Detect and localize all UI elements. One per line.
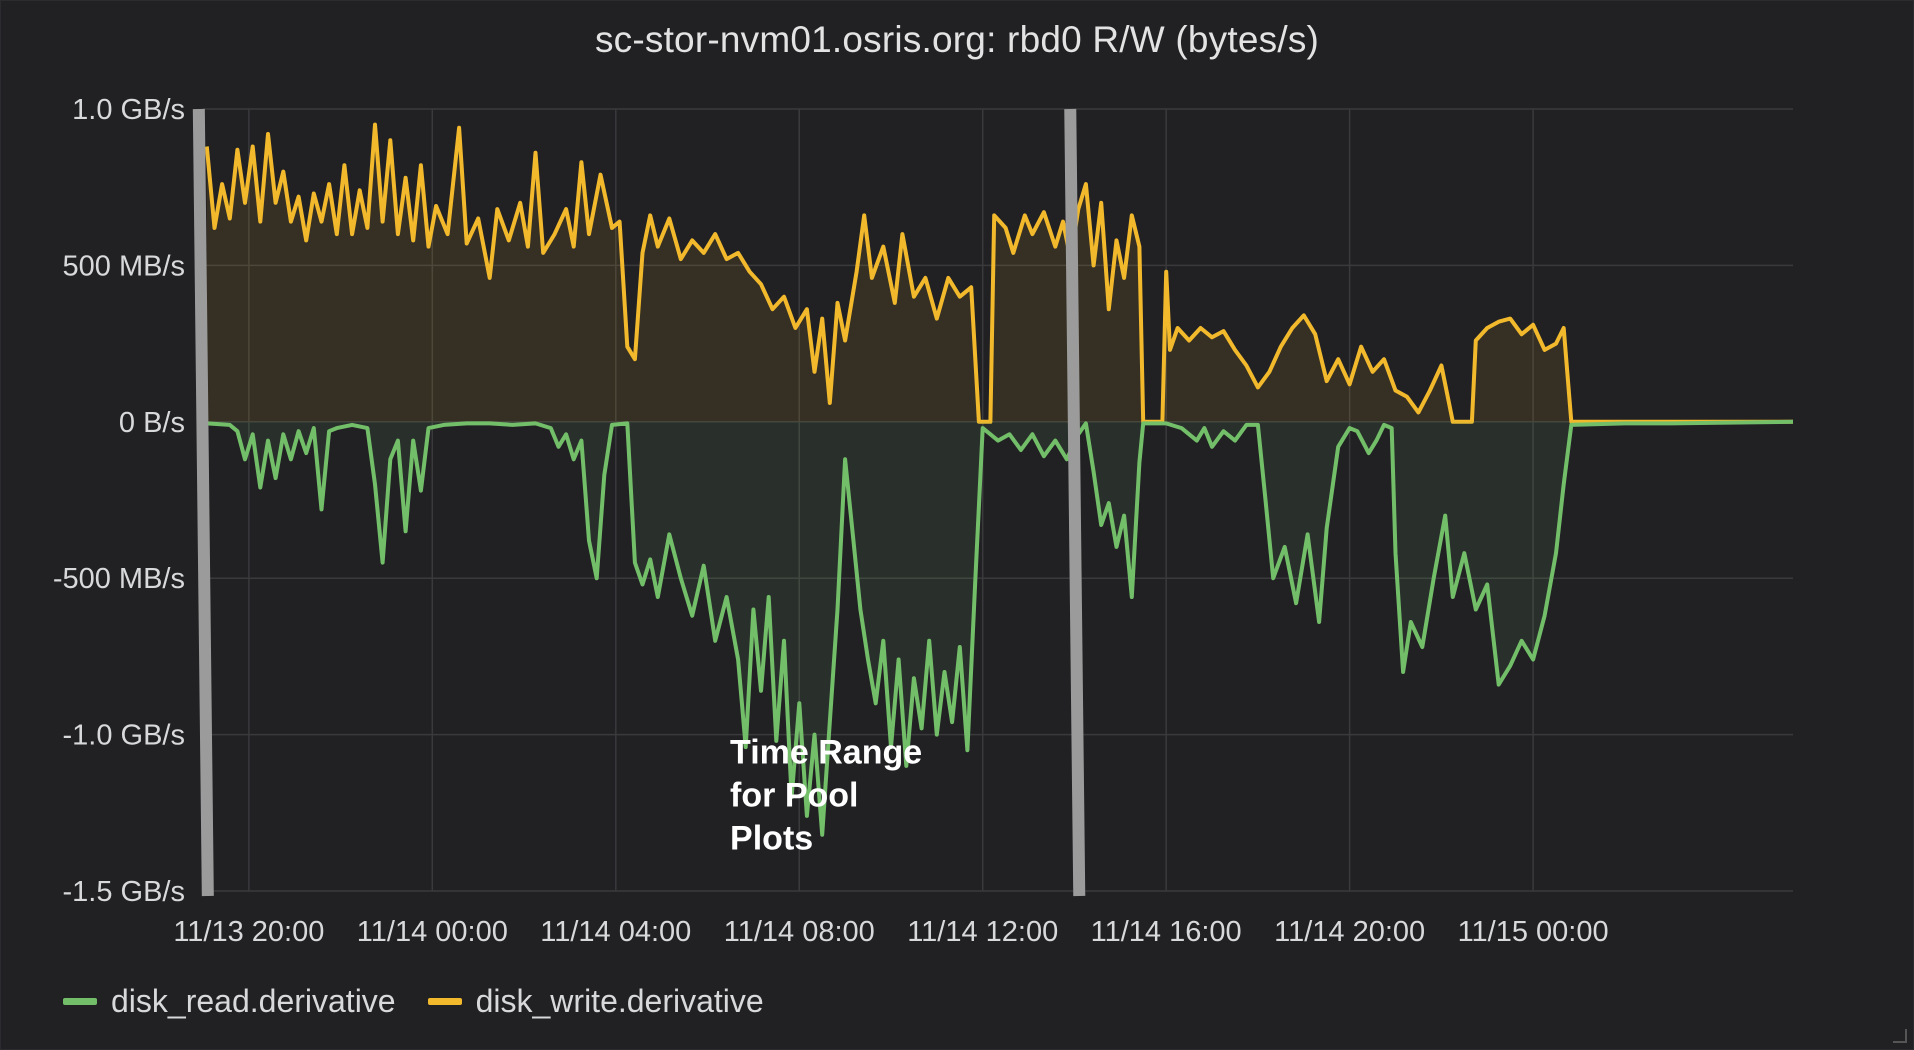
legend-item-write[interactable]: disk_write.derivative	[427, 983, 764, 1020]
y-tick-label: -1.5 GB/s	[63, 876, 186, 908]
y-tick-label: 1.0 GB/s	[72, 94, 185, 126]
panel-title[interactable]: sc-stor-nvm01.osris.org: rbd0 R/W (bytes…	[594, 19, 1320, 60]
time-range-marker	[192, 108, 214, 897]
disk-read-area	[206, 421, 1793, 835]
legend-label-read: disk_read.derivative	[111, 983, 396, 1019]
legend-item-read[interactable]: disk_read.derivative	[63, 983, 396, 1020]
chart-svg: 1.0 GB/s 500 MB/s 0 B/s -500 MB/s -1.0 GB/s -…	[53, 94, 1794, 948]
x-tick-label: 11/14 08:00	[724, 916, 875, 948]
legend-label-write: disk_write.derivative	[475, 983, 764, 1019]
y-tick-label: -500 MB/s	[53, 563, 185, 595]
time-range-marker	[1064, 108, 1086, 897]
x-tick-label: 11/14 04:00	[540, 916, 691, 948]
legend-swatch-write	[427, 998, 462, 1005]
disk-write-series-line	[204, 122, 1793, 424]
x-tick-label: 11/15 00:00	[1458, 916, 1609, 948]
resize-handle[interactable]	[1893, 1029, 1907, 1043]
x-tick-label: 11/13 20:00	[173, 916, 324, 948]
x-tick-label: 11/14 20:00	[1274, 916, 1425, 948]
x-tick-label: 11/14 12:00	[907, 916, 1058, 948]
y-tick-label: 0 B/s	[119, 407, 185, 439]
x-tick-label: 11/14 16:00	[1091, 916, 1242, 948]
legend-swatch-read	[63, 998, 97, 1005]
x-tick-label: 11/14 00:00	[357, 916, 508, 948]
annotation-text-line: Plots	[730, 820, 813, 858]
annotation-text-line: Time Range	[730, 734, 922, 772]
annotation-text-line: for Pool	[730, 777, 858, 815]
y-tick-label: -1.0 GB/s	[63, 720, 186, 752]
disk-read-series-line	[206, 419, 1794, 837]
disk-write-area	[206, 124, 1793, 422]
legend: disk_read.derivative disk_write.derivati…	[63, 983, 764, 1020]
y-tick-label: 500 MB/s	[63, 250, 186, 282]
